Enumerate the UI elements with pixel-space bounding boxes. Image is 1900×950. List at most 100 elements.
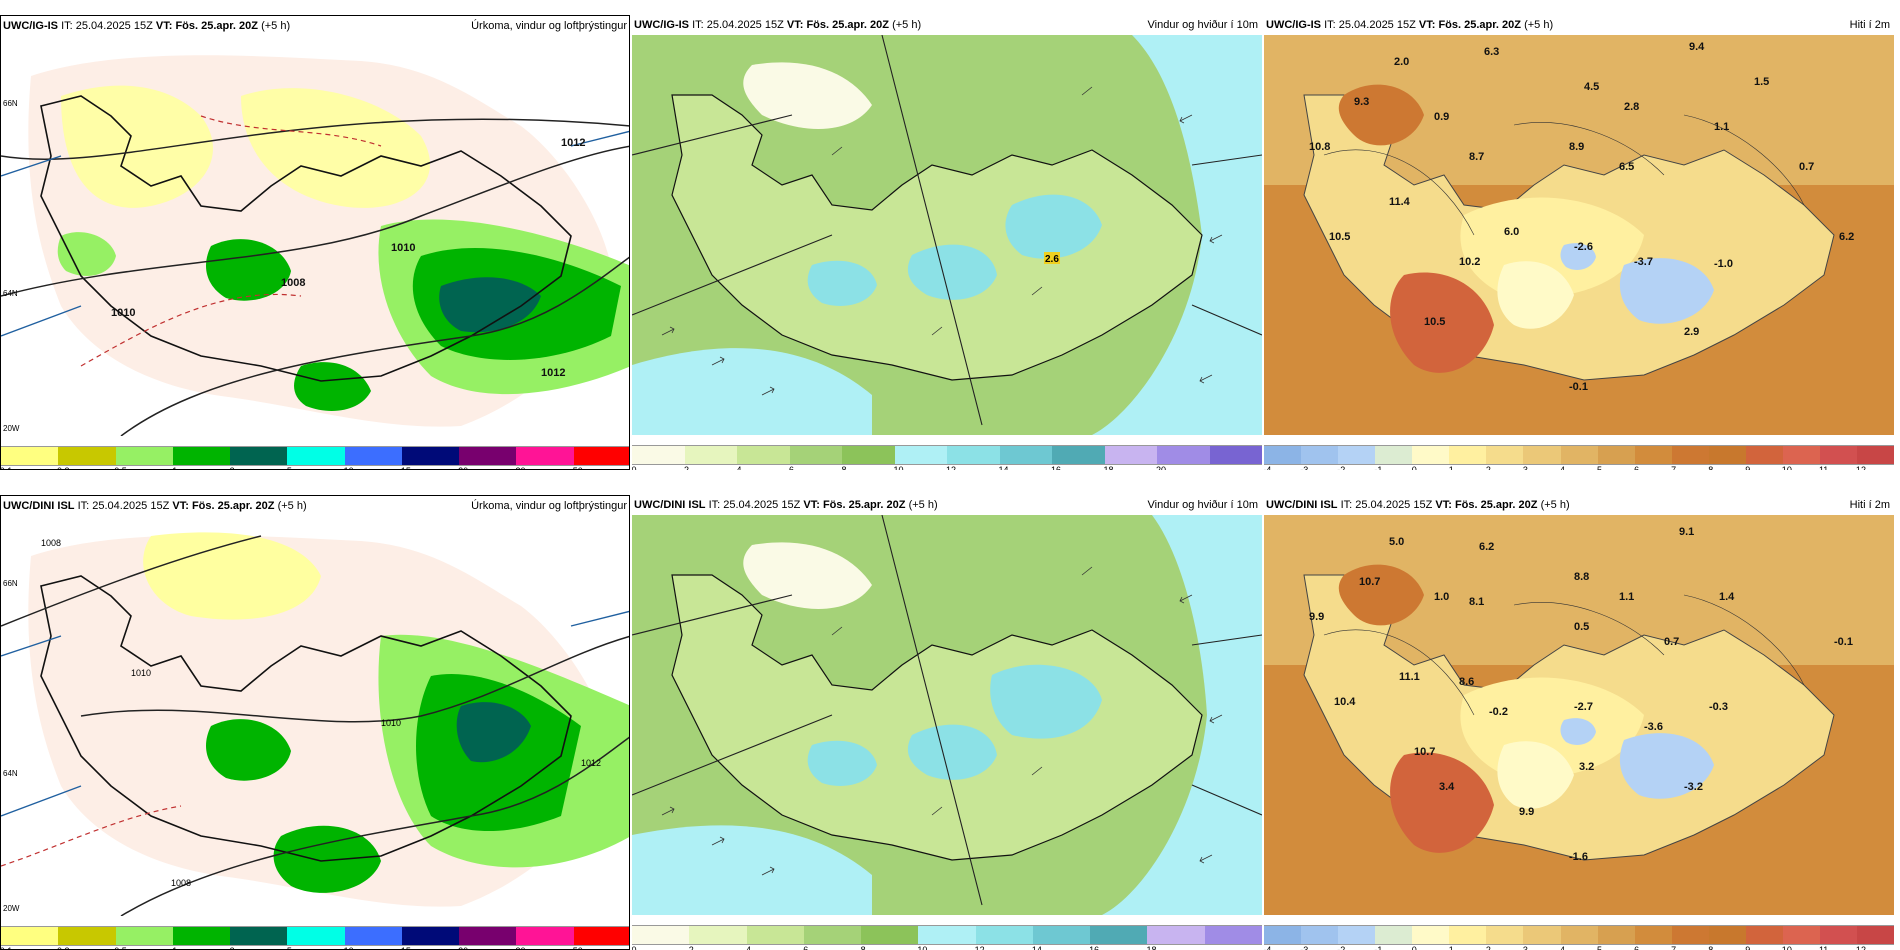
lead-time: (+5 h) [261,20,291,32]
colorbar-swatch [115,927,173,945]
temp-legend: -4 -3 -2 -1 0 1 2 3 4 5 6 7 8 9 10 11 12 [1264,925,1894,950]
colorbar-swatch [1523,446,1561,464]
colorbar-tick-label: 10 [344,466,354,469]
temperature-value-label: 1.5 [1754,76,1769,88]
colorbar-swatch [947,446,1000,464]
init-time: 25.04.2025 15Z [723,499,801,511]
colorbar-tick-label: 6 [1634,465,1640,470]
colorbar-swatch [1819,446,1857,464]
temperature-value-label: 10.5 [1329,231,1350,243]
colorbar-tick-label: 1 [1448,945,1454,950]
map-panel-precip-dini: UWC/DINI ISL IT: 25.04.2025 15Z VT: Fös.… [0,495,630,950]
isobar-label: 1010 [111,307,135,319]
colorbar-swatch [1147,926,1205,944]
colorbar-tick-label: 12 [1855,945,1866,950]
colorbar-swatch [459,927,517,945]
isobar-label: 1010 [131,668,151,678]
panel-title: Úrkoma, vindur og loftþrýstingur [471,500,627,512]
temperature-value-label: 10.4 [1334,696,1356,708]
colorbar-swatch [737,446,790,464]
init-time: 25.04.2025 15Z [1338,19,1416,31]
temperature-value-label: 2.9 [1684,326,1699,338]
colorbar-tick-label: -4 [1264,945,1272,950]
colorbar-swatch [1634,926,1672,944]
model-name: UWC/DINI ISL [634,499,706,511]
isobar-label: 1012 [581,758,601,768]
colorbar-swatch [230,927,288,945]
temperature-value-label: -0.2 [1489,706,1508,718]
colorbar-tick-label: -4 [1264,465,1272,470]
colorbar-swatch [689,926,747,944]
colorbar-tick-label: 3 [1522,945,1528,950]
colorbar-tick-label: 3 [1522,465,1528,470]
colorbar-swatch [861,926,919,944]
panel-header: UWC/DINI ISL IT: 25.04.2025 15Z VT: Fös.… [1264,495,1894,515]
temperature-value-label: 10.7 [1414,746,1435,758]
colorbar-swatch [1671,446,1709,464]
isobar-label: 1010 [391,242,415,254]
colorbar-tick-label: 11 [1818,465,1829,470]
colorbar-tick-label: 15 [401,466,411,469]
temperature-value-label: 1.4 [1719,591,1735,603]
colorbar-tick-label: 0 [632,465,637,470]
colorbar-tick-label: 10 [917,945,928,950]
colorbar-tick-label: 9 [1745,465,1751,470]
colorbar-swatch [975,926,1033,944]
temperature-value-label: 5.0 [1389,536,1404,548]
init-time: 25.04.2025 15Z [1355,499,1433,511]
lead-time: (+5 h) [892,19,922,31]
colorbar-swatch [1560,926,1598,944]
colorbar-swatch [1597,446,1635,464]
colorbar-swatch [401,447,460,465]
temperature-value-label: 6.2 [1479,541,1494,553]
lat-label-66n: 66N [3,99,18,108]
lead-time: (+5 h) [1540,499,1570,511]
colorbar-swatch [1090,926,1148,944]
temperature-value-label: 3.4 [1439,781,1455,793]
colorbar [1264,445,1894,465]
colorbar-swatch [1745,446,1783,464]
lat-label-64n: 64N [3,289,18,298]
lead-time: (+5 h) [277,500,307,512]
valid-time: Fös. 25.apr. 20Z [175,20,258,32]
temperature-value-label: -3.6 [1644,721,1663,733]
colorbar-tick-label: 10 [893,465,904,470]
valid-time: Fös. 25.apr. 20Z [191,500,275,512]
colorbar-tick-label: 12 [945,465,957,470]
precip-legend: 0.1 0.3 0.5 1 3 5 10 15 20 30 50 [1,926,629,949]
colorbar-swatch [1486,446,1524,464]
colorbar-swatch [1264,446,1302,464]
panel-header: UWC/IG-IS IT: 25.04.2025 15Z VT: Fös. 25… [1264,15,1894,35]
colorbar-swatch [1032,926,1091,944]
colorbar-tick-label: 5 [287,946,292,949]
colorbar-tick-label: -3 [1300,465,1309,470]
colorbar-swatch [1375,926,1413,944]
panel-title: Vindur og hviður í 10m [1147,499,1258,511]
colorbar-swatch [1301,926,1339,944]
colorbar-tick-label: 2 [1485,945,1491,950]
colorbar-tick-label: -2 [1337,945,1346,950]
temperature-value-label: 0.7 [1664,636,1679,648]
isobar-label: 1008 [281,277,305,289]
colorbar-swatch [1209,446,1262,464]
colorbar-swatch [1338,926,1376,944]
model-name: UWC/DINI ISL [1266,499,1338,511]
model-name: UWC/DINI ISL [3,500,75,512]
temperature-value-label: 8.6 [1459,676,1474,688]
colorbar-tick-label: 5 [1597,945,1603,950]
colorbar-tick-label: 10 [344,946,354,949]
lead-time: (+5 h) [1524,19,1554,31]
colorbar-swatch [1597,926,1635,944]
isobar-label: 1012 [561,137,585,149]
colorbar-tick-label: 10 [1781,465,1792,470]
colorbar-swatch [287,447,345,465]
temperature-value-label: -1.0 [1714,258,1733,270]
temperature-value-label: 9.4 [1689,41,1705,53]
colorbar-swatch [918,926,976,944]
colorbar-swatch [746,926,804,944]
colorbar-tick-label: 12 [1855,465,1866,470]
isobar-label: 1010 [381,718,401,728]
temperature-value-label: -3.7 [1634,256,1653,268]
colorbar-swatch [1708,926,1746,944]
precip-map: 1008 1010 1010 1008 1012 66N 64N 20W [1,516,629,916]
